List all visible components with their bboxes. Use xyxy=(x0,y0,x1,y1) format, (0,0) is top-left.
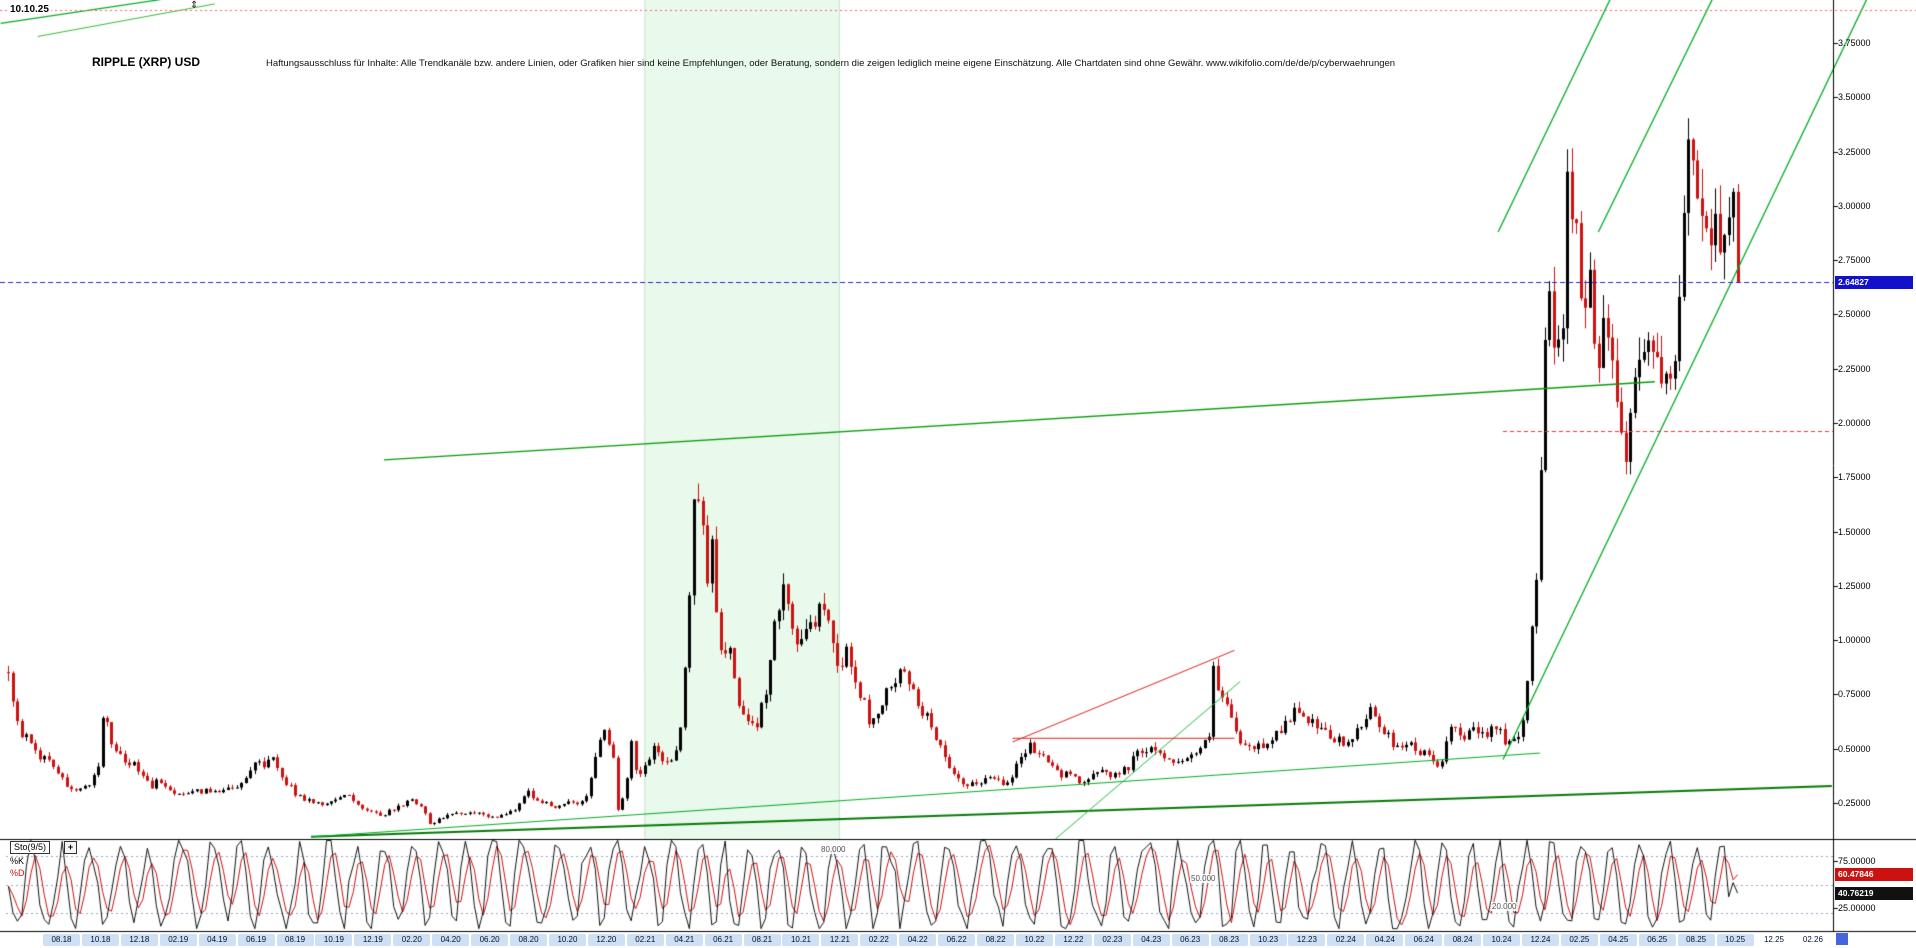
scroll-handle[interactable] xyxy=(1836,933,1848,945)
chart-title: RIPPLE (XRP) USD xyxy=(92,55,201,69)
current-price-tag: 2.64827 xyxy=(1835,276,1913,289)
percent-d-label: %D xyxy=(10,868,25,878)
current-date-label: 10.10.25 xyxy=(8,4,51,15)
stoch-k-value-tag: 40.76219 xyxy=(1835,887,1913,900)
stoch-d-value-tag: 60.47846 xyxy=(1835,868,1913,881)
add-indicator-button[interactable]: + xyxy=(64,841,77,854)
anchor-icon[interactable]: ⇕ xyxy=(190,0,199,11)
disclaimer-text: Haftungsausschluss für Inhalte: Alle Tre… xyxy=(266,58,1396,69)
percent-k-label: %K xyxy=(10,856,25,866)
indicator-label[interactable]: Sto(9/5) xyxy=(10,841,51,854)
